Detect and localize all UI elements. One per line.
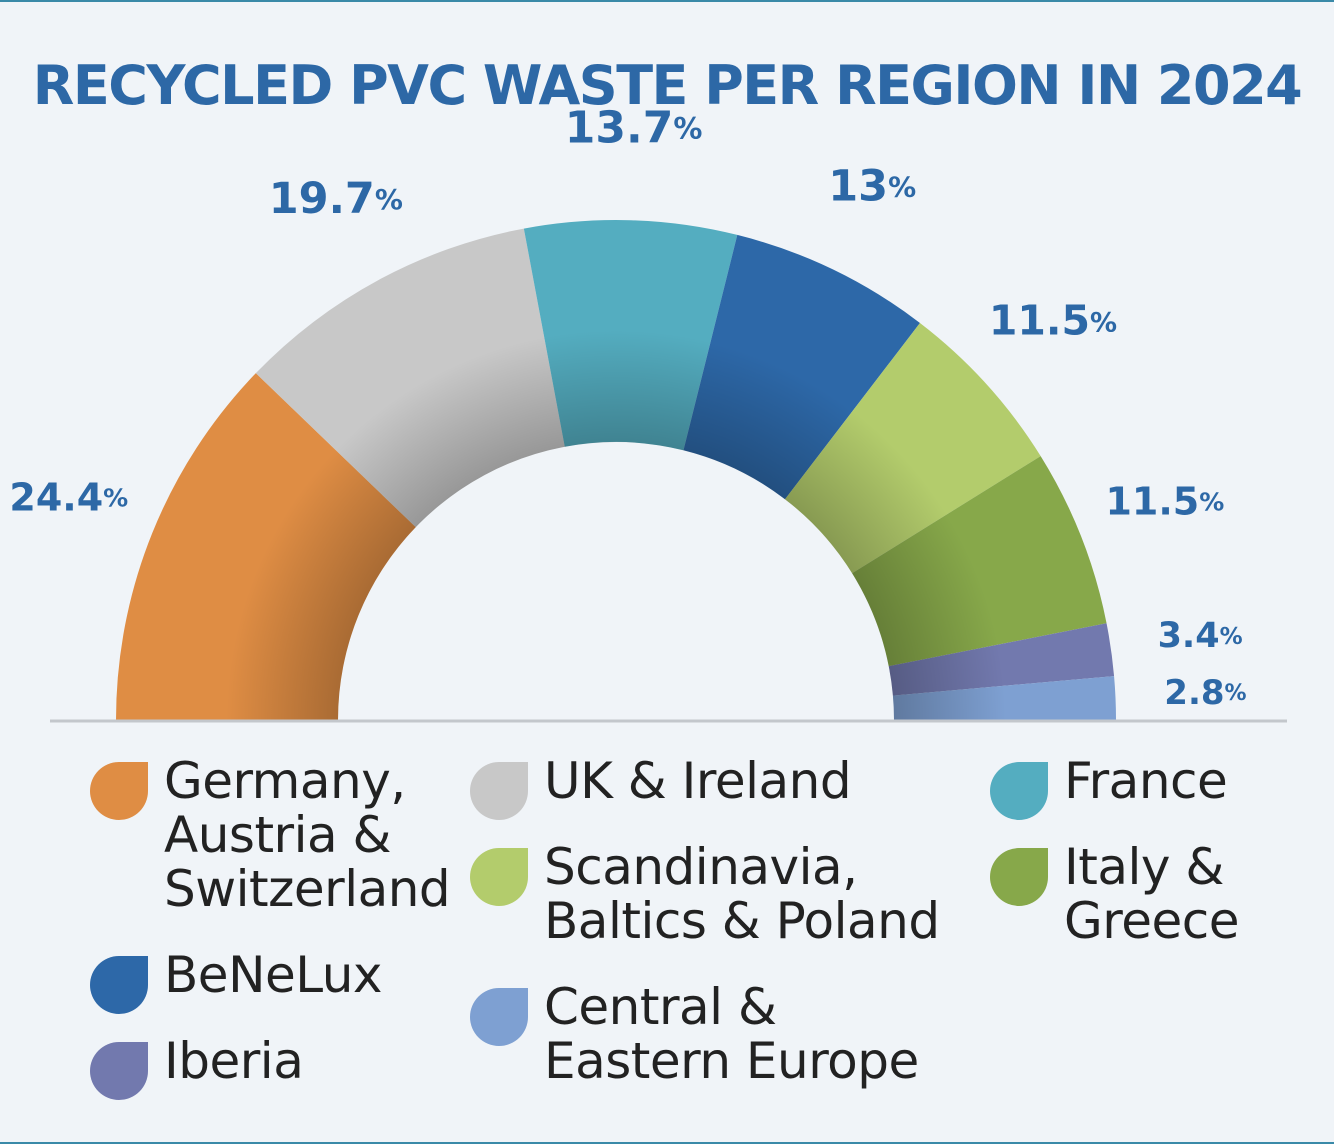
legend-item-uk-ireland: UK & Ireland [470, 752, 852, 820]
legend-item-benelux: BeNeLux [90, 948, 382, 1014]
data-label-central-eastern-europe: 2.8% [1164, 673, 1246, 713]
legend-item-germany-austria-switzerland: Germany, Austria & Switzerland [90, 752, 451, 918]
legend-item-france: France [990, 752, 1228, 820]
data-label-germany-austria-switzerland: 24.4% [9, 475, 128, 519]
legend-label: Italy & Greece [1064, 838, 1239, 950]
legend-item-central-eastern-europe: Central & Eastern Europe [470, 980, 919, 1088]
data-label-italy-greece: 11.5% [1105, 479, 1224, 523]
data-label-france: 13.7% [565, 102, 703, 153]
legend-item-italy-greece: Italy & Greece [990, 840, 1239, 948]
legend-swatch [470, 848, 528, 906]
legend-swatch [990, 848, 1048, 906]
data-label-benelux: 13% [828, 161, 916, 211]
legend-label: Scandinavia, Baltics & Poland [544, 838, 940, 950]
data-label-iberia: 3.4% [1158, 616, 1243, 656]
legend-label: France [1064, 752, 1228, 810]
legend-swatch [90, 956, 148, 1014]
legend-label: Iberia [164, 1032, 304, 1090]
label-group: 24.4% 19.7% 13.7% 13% 11.5% 11.5% 3.4% 2.8% [9, 102, 1246, 712]
legend-label: Germany, Austria & Switzerland [164, 752, 451, 918]
chart-title: RECYCLED PVC WASTE PER REGION IN 2024 [32, 54, 1303, 117]
legend-swatch [470, 988, 528, 1046]
legend-swatch [90, 1042, 148, 1100]
legend-item-scandinavia-baltics-poland: Scandinavia, Baltics & Poland [470, 840, 940, 948]
slice-group [116, 220, 1116, 720]
legend-swatch [470, 762, 528, 820]
legend-label: BeNeLux [164, 946, 382, 1004]
legend-swatch [90, 762, 148, 820]
legend-label: UK & Ireland [544, 752, 852, 810]
half-donut-chart: 24.4% 19.7% 13.7% 13% 11.5% 11.5% 3.4% 2.8% [9, 102, 1287, 723]
legend-item-iberia: Iberia [90, 1032, 304, 1100]
legend-swatch [990, 762, 1048, 820]
data-label-uk-ireland: 19.7% [269, 173, 403, 223]
legend-label: Central & Eastern Europe [544, 978, 919, 1090]
data-label-scandinavia-baltics-poland: 11.5% [989, 297, 1117, 345]
